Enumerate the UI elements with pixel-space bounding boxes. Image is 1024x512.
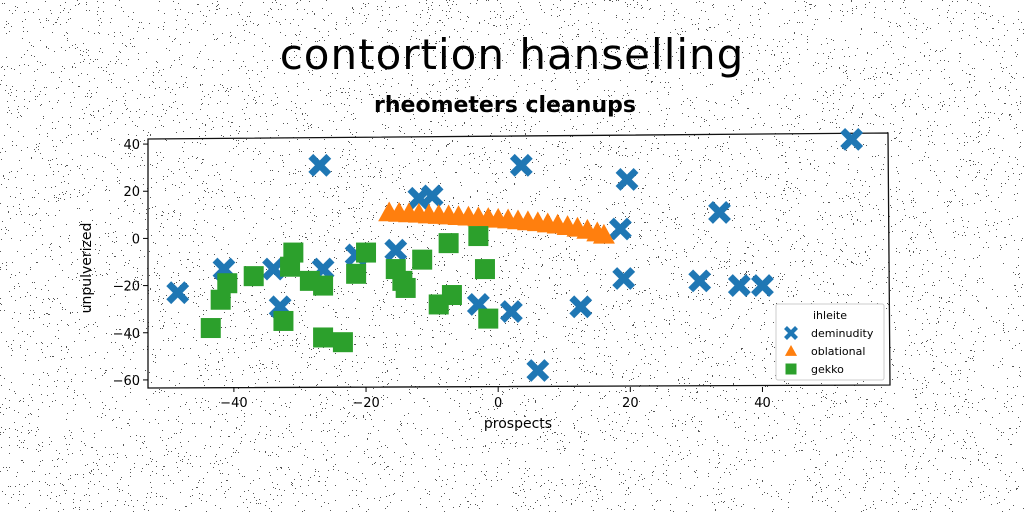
legend-label-gekko: gekko <box>811 363 844 376</box>
legend: ihleite deminudity oblational gekko <box>775 303 885 381</box>
point-deminudity <box>840 127 864 151</box>
legend-marker-deminudity <box>784 326 798 340</box>
point-deminudity <box>708 201 731 224</box>
point-deminudity <box>526 359 550 382</box>
x-tick-label: −20 <box>352 396 379 411</box>
x-tick-label: 0 <box>494 396 502 411</box>
point-deminudity <box>420 184 444 208</box>
x-tick-label: −40 <box>220 396 247 411</box>
point-gekko <box>273 310 294 331</box>
data-marks <box>166 127 864 382</box>
legend-label-oblational: oblational <box>811 345 865 358</box>
point-gekko <box>438 233 459 254</box>
point-deminudity <box>688 269 712 293</box>
figure-suptitle: contortion hanselling <box>279 30 745 79</box>
y-tick-label: 20 <box>123 185 140 200</box>
y-axis-label: unpulverized <box>79 223 95 314</box>
point-gekko <box>210 289 231 310</box>
plot-area-border <box>147 132 891 389</box>
y-tick-label: 40 <box>123 138 140 153</box>
point-deminudity <box>608 217 632 241</box>
point-gekko <box>243 266 264 287</box>
point-oblational <box>592 223 615 244</box>
point-deminudity <box>499 300 523 323</box>
point-gekko <box>478 308 499 329</box>
point-gekko <box>313 275 334 296</box>
point-deminudity <box>308 153 332 177</box>
point-gekko <box>356 242 377 263</box>
x-axis-label: prospects <box>484 416 552 432</box>
y-tick-label: −20 <box>113 280 140 295</box>
point-deminudity <box>166 281 190 305</box>
point-gekko <box>346 263 367 284</box>
point-gekko <box>412 249 433 270</box>
point-gekko <box>332 332 353 353</box>
axis-ticks: −40 −20 0 20 40 40 20 0 −20 −40 −60 <box>113 138 771 411</box>
point-deminudity <box>384 238 408 262</box>
y-tick-label: −40 <box>113 327 140 342</box>
point-deminudity <box>612 267 636 290</box>
x-tick-label: 40 <box>754 396 771 411</box>
x-tick-label: 20 <box>622 396 639 411</box>
legend-label-deminudity: deminudity <box>811 327 874 340</box>
axes-frame <box>147 132 891 389</box>
point-deminudity <box>262 257 285 281</box>
series-gekko <box>200 226 499 353</box>
legend-box <box>775 303 885 381</box>
point-gekko <box>395 277 416 298</box>
point-gekko <box>200 318 221 339</box>
legend-marker-oblational <box>784 344 798 356</box>
axes-title: rheometers cleanups <box>374 93 636 118</box>
y-tick-label: 0 <box>132 232 140 247</box>
point-gekko <box>313 327 334 348</box>
legend-title: ihleite <box>813 309 847 322</box>
point-deminudity <box>615 168 639 191</box>
series-deminudity <box>166 127 864 382</box>
point-gekko <box>474 259 495 280</box>
series-oblational <box>378 201 615 244</box>
point-gekko <box>441 285 462 306</box>
point-gekko <box>217 273 238 294</box>
y-tick-label: −60 <box>113 374 140 389</box>
point-deminudity <box>509 153 533 177</box>
point-gekko <box>468 226 489 247</box>
point-deminudity <box>751 274 774 298</box>
legend-marker-gekko <box>785 363 797 375</box>
point-deminudity <box>727 274 751 298</box>
point-gekko <box>283 242 304 263</box>
point-deminudity <box>569 295 593 319</box>
